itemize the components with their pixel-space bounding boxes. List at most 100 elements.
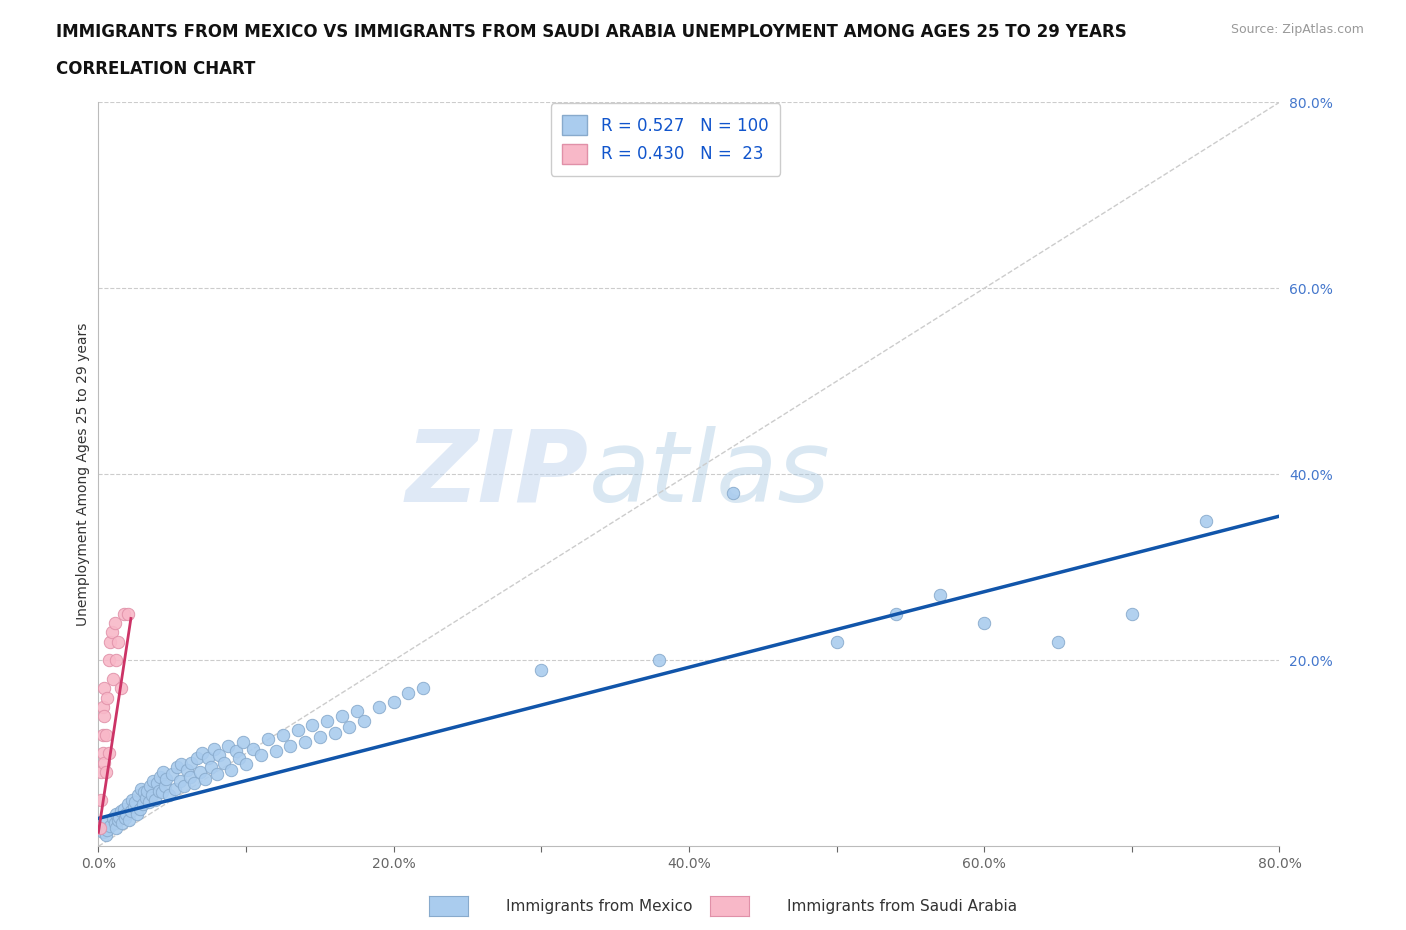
Point <box>104 816 127 830</box>
Point <box>105 653 128 668</box>
Point <box>242 741 264 756</box>
Point <box>107 634 129 649</box>
Point <box>723 485 745 500</box>
Point <box>287 723 309 737</box>
Point <box>132 797 155 812</box>
Point <box>264 744 287 759</box>
Point <box>93 709 115 724</box>
Point <box>339 720 360 735</box>
Point <box>122 800 145 815</box>
Point <box>93 816 115 830</box>
Point <box>112 802 135 817</box>
Point <box>91 746 114 761</box>
Point <box>301 718 323 733</box>
Point <box>125 806 148 821</box>
Point <box>108 809 131 824</box>
Point <box>91 727 114 742</box>
Point <box>323 725 346 740</box>
Point <box>162 766 183 781</box>
Text: Immigrants from Saudi Arabia: Immigrants from Saudi Arabia <box>787 899 1018 914</box>
Point <box>146 776 169 790</box>
Point <box>97 746 120 761</box>
Y-axis label: Unemployment Among Ages 25 to 29 years: Unemployment Among Ages 25 to 29 years <box>76 323 90 626</box>
Point <box>110 681 132 696</box>
Point <box>90 764 112 779</box>
Point <box>155 772 177 787</box>
Point <box>973 616 995 631</box>
Point <box>250 748 273 763</box>
Point <box>186 751 208 765</box>
Point <box>166 760 188 775</box>
Point <box>124 794 146 809</box>
Point <box>117 797 139 812</box>
Point <box>382 695 405 710</box>
Point <box>396 685 419 700</box>
Point <box>93 755 115 770</box>
Point <box>170 757 193 772</box>
Point <box>94 828 117 843</box>
Point <box>1195 513 1218 528</box>
Text: atlas: atlas <box>589 426 830 523</box>
Point <box>128 802 150 817</box>
Point <box>121 792 143 807</box>
Point <box>235 757 257 772</box>
Text: CORRELATION CHART: CORRELATION CHART <box>56 60 256 78</box>
Point <box>197 751 219 765</box>
Point <box>91 825 114 840</box>
Point <box>138 794 160 809</box>
Point <box>142 774 165 789</box>
Point <box>294 735 316 750</box>
Point <box>219 763 242 777</box>
Point <box>346 704 368 719</box>
Point <box>150 785 173 800</box>
Point <box>93 681 115 696</box>
Point <box>648 653 671 668</box>
Point <box>110 804 132 818</box>
Text: ZIP: ZIP <box>405 426 589 523</box>
Point <box>309 729 332 744</box>
Point <box>180 755 202 770</box>
Point <box>928 588 950 603</box>
Text: Immigrants from Mexico: Immigrants from Mexico <box>506 899 693 914</box>
Point <box>884 606 907 621</box>
Point <box>149 769 172 784</box>
Point <box>183 776 205 790</box>
Point <box>139 778 162 793</box>
Point <box>152 764 174 779</box>
Point <box>107 813 129 828</box>
Point <box>90 792 112 807</box>
Point <box>94 764 117 779</box>
Point <box>96 690 118 705</box>
Point <box>100 625 122 640</box>
Point <box>530 662 553 677</box>
Point <box>98 818 121 833</box>
Point <box>232 735 254 750</box>
Point <box>89 820 111 835</box>
Point <box>90 820 112 835</box>
Point <box>200 760 222 775</box>
Point <box>120 804 142 818</box>
Point <box>825 634 848 649</box>
Point <box>141 788 163 803</box>
Point <box>103 811 125 826</box>
Point <box>111 816 134 830</box>
Point <box>103 671 125 686</box>
Point <box>136 783 159 798</box>
Point <box>148 783 170 798</box>
Point <box>129 781 152 796</box>
Point <box>217 738 239 753</box>
Point <box>202 741 225 756</box>
Point <box>112 606 135 621</box>
Point <box>176 763 198 777</box>
Point <box>134 785 156 800</box>
Point <box>212 755 235 770</box>
Point <box>330 709 353 724</box>
Point <box>173 778 195 793</box>
Point <box>191 746 214 761</box>
Point <box>1046 634 1069 649</box>
Point <box>114 811 136 826</box>
Point <box>179 769 201 784</box>
Point <box>105 820 128 835</box>
Point <box>143 792 166 807</box>
Point <box>105 806 128 821</box>
